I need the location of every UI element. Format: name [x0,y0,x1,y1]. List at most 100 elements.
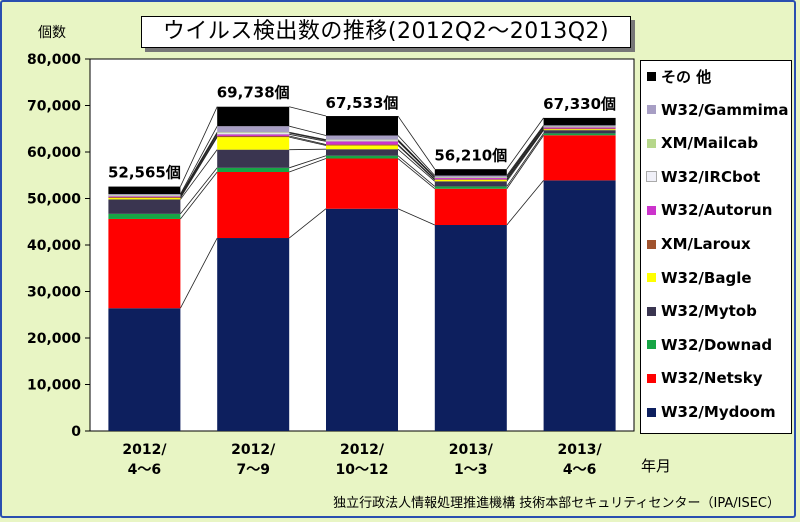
bar-segment-xm-laroux [543,128,616,130]
y-tick-label: 70,000 [27,99,81,115]
x-tick-label: 4～6 [563,462,596,478]
y-tick-label: 0 [71,424,81,440]
legend-item: W32/Bagle [647,268,752,288]
bar-segment-- [434,169,507,176]
x-tick-label: 2012/ [231,442,276,458]
legend-label: W32/Autorun [661,201,773,220]
series-connector-line [180,106,218,187]
series-connector-line [289,106,327,117]
legend-item: W32/IRCbot [646,167,760,187]
bar-segment-w32-mytob [326,149,398,156]
bar-segment-w32-downad [543,133,616,136]
legend-swatch [647,407,656,417]
total-data-label: 67,533個 [326,94,399,112]
bar-segment-w32-netsky [543,135,616,181]
bar-segment-xm-laroux [108,197,181,199]
bar-segment-xm-mailcab [108,195,181,196]
series-connector-line [397,155,436,187]
series-connector-line [289,158,327,173]
bar-segment-w32-mytob [108,199,181,214]
x-tick-label: 1～3 [454,462,487,478]
series-connector-line [180,237,218,309]
x-tick-label: 2013/ [449,442,494,458]
legend-label: XM/Laroux [661,235,751,253]
y-tick-label: 40,000 [27,238,81,254]
y-tick-label: 80,000 [27,52,81,68]
series-connector-line [506,128,544,181]
x-tick-label: 2012/ [340,442,385,458]
legend-swatch [647,306,656,316]
series-connector-line [397,115,436,170]
y-tick-label: 50,000 [27,192,81,208]
bar-segment-- [217,106,290,127]
bar-segment-xm-laroux [217,135,290,138]
legend-swatch [647,205,656,215]
total-data-label: 69,738個 [217,84,290,102]
bar-segment-w32-autorun [434,177,507,180]
y-tick-label: 30,000 [27,285,81,301]
legend-item: XM/Laroux [647,234,751,254]
series-connector-line [289,133,327,142]
series-connector-line [180,171,218,220]
bar-segment-w32-bagle [543,129,616,131]
legend-item: W32/Autorun [647,200,772,220]
legend-item: その 他 [647,66,711,86]
bar-segment-w32-netsky [217,171,290,239]
legend-swatch [647,373,656,383]
series-connector-line [180,132,218,196]
series-connector-line [289,132,327,141]
total-data-label: 52,565個 [108,164,181,182]
bar-segment-w32-ircbot [108,195,181,197]
bar-segment-w32-autorun [326,141,398,145]
x-axis-label: 年月 [641,457,672,475]
series-connector-line [180,135,218,198]
legend-item: W32/Netsky [647,368,762,388]
legend-item: W32/Downad [647,335,772,355]
legend-swatch [646,171,657,183]
legend: その 他 W32/Gammima XM/Mailcab W32/IRCbot W32/A… [640,60,792,434]
bar-segment-w32-mydoom [108,308,181,431]
bar-segment-w32-downad [434,186,507,189]
series-connector-line [397,139,436,178]
legend-label: W32/Downad [661,335,773,354]
chart-title: ウイルス検出数の推移(2012Q2～2013Q2) [141,16,631,48]
legend-label: XM/Mailcab [661,134,759,153]
legend-label: W32/Mytob [661,302,757,321]
bar-segment-w32-gammima [217,126,290,133]
bar-segment-- [543,117,616,126]
x-tick-label: 2012/ [122,442,167,458]
bar-segment-w32-downad [326,155,398,159]
x-tick-label: 7～9 [236,462,269,478]
bar-segment-w32-gammima [434,175,507,177]
legend-label: W32/Bagle [661,268,752,287]
bar-segment-w32-mytob [543,130,616,134]
bar-segment-w32-bagle [326,145,398,150]
legend-label: W32/Gammima [661,100,789,119]
total-data-label: 56,210個 [434,147,507,165]
series-connector-line [397,208,435,226]
series-connector-line [506,129,544,182]
bar-segment-w32-netsky [108,218,181,309]
series-connector-line [289,155,327,169]
bar-segment-xm-mailcab [326,139,398,141]
legend-swatch [647,273,656,283]
bar-segment-w32-ircbot [216,132,290,135]
series-connector-line [180,149,218,200]
bar-segment-w32-autorun [108,196,181,198]
x-tick-label: 2013/ [558,442,603,458]
bar-segment-w32-netsky [326,158,398,209]
y-tick-label: 10,000 [27,378,81,394]
bar-segment-w32-bagle [434,179,507,182]
series-connector-line [397,144,436,180]
series-connector-line [289,135,327,145]
bar-segment-w32-autorun [543,127,616,129]
bar-segment-w32-ircbot [325,140,399,142]
bar-segment-- [108,186,181,195]
legend-swatch [647,105,656,115]
bar-segment-w32-mytob [217,149,290,168]
bar-segment-w32-mytob [434,181,507,187]
series-connector-line [397,148,436,182]
legend-label: W32/Mydoom [661,403,776,421]
legend-swatch [647,71,656,81]
bar-segment-w32-mydoom [434,225,507,431]
